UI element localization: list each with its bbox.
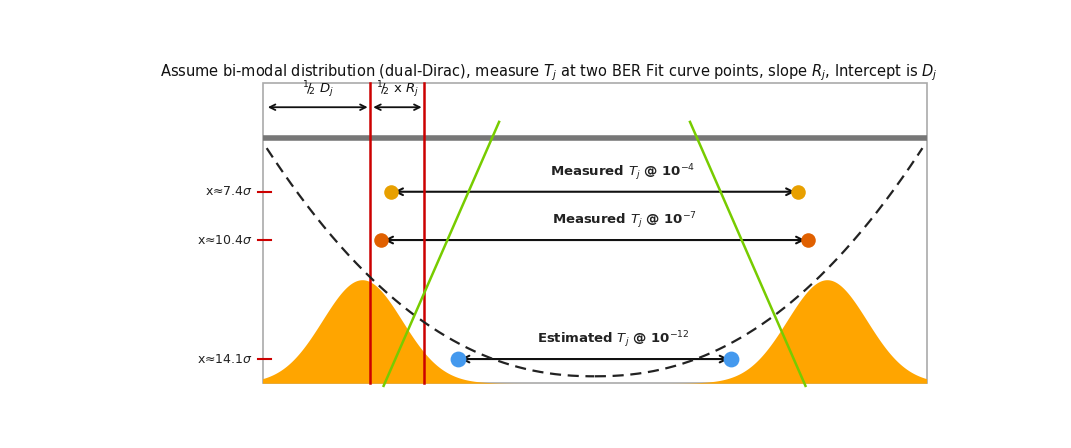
Text: Measured $T_j$ @ 10$^{-4}$: Measured $T_j$ @ 10$^{-4}$ <box>550 163 696 183</box>
Text: Measured $T_j$ @ 10$^{-7}$: Measured $T_j$ @ 10$^{-7}$ <box>552 211 697 232</box>
Point <box>449 355 466 362</box>
Text: x≈14.1$\sigma$: x≈14.1$\sigma$ <box>197 353 253 366</box>
Text: x≈7.4$\sigma$: x≈7.4$\sigma$ <box>205 185 253 198</box>
Point <box>382 188 399 195</box>
Point <box>373 237 390 244</box>
Point <box>723 355 740 362</box>
Bar <box>262 83 926 383</box>
Text: $^1\!/\!_2$ $D_j$: $^1\!/\!_2$ $D_j$ <box>302 79 334 99</box>
Point <box>799 237 816 244</box>
Text: x≈10.4$\sigma$: x≈10.4$\sigma$ <box>197 233 253 246</box>
Text: Estimated $T_j$ @ 10$^{-12}$: Estimated $T_j$ @ 10$^{-12}$ <box>538 330 690 350</box>
Point <box>789 188 806 195</box>
Text: Assume bi-modal distribution (dual-Dirac), measure $T_j$ at two BER Fit curve po: Assume bi-modal distribution (dual-Dirac… <box>160 62 938 83</box>
Text: $^1\!/\!_2$ x $R_j$: $^1\!/\!_2$ x $R_j$ <box>376 79 419 99</box>
